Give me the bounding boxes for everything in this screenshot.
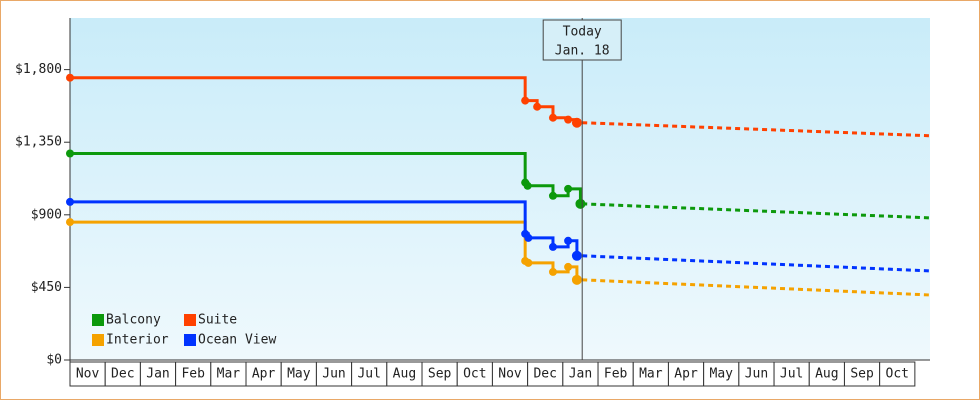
x-tick-cell bbox=[315, 361, 353, 387]
x-tick-label: May bbox=[710, 367, 734, 382]
legend-label: Ocean View bbox=[198, 333, 276, 348]
x-tick-cell bbox=[703, 361, 740, 387]
legend-label: Balcony bbox=[106, 313, 161, 328]
x-tick-label: Sep bbox=[428, 367, 452, 382]
x-tick-label: Jun bbox=[745, 367, 768, 382]
x-tick-cell bbox=[104, 361, 141, 387]
x-tick-cell bbox=[667, 361, 705, 387]
x-tick-label: Dec bbox=[533, 367, 556, 382]
x-tick-label: Jun bbox=[322, 367, 345, 382]
x-tick-label: Nov bbox=[498, 367, 522, 382]
legend-swatch bbox=[92, 314, 104, 326]
x-tick-label: Jan bbox=[146, 367, 169, 382]
legend-label: Suite bbox=[198, 313, 237, 328]
point bbox=[564, 115, 573, 124]
forecast-line bbox=[582, 202, 931, 220]
x-tick-label: May bbox=[287, 367, 311, 382]
x-tick-label: Feb bbox=[181, 367, 205, 382]
point bbox=[548, 191, 557, 200]
point bbox=[564, 262, 573, 271]
x-tick-label: Apr bbox=[674, 367, 698, 382]
y-tick-label: $1,350 bbox=[15, 135, 62, 150]
legend-swatch bbox=[92, 334, 104, 346]
point bbox=[564, 236, 573, 245]
x-tick-label: Dec bbox=[111, 367, 134, 382]
point bbox=[571, 117, 582, 128]
point bbox=[66, 197, 74, 206]
y-tick-label: $1,800 bbox=[15, 62, 62, 77]
x-tick-label: Jan bbox=[569, 367, 592, 382]
x-tick-label: Feb bbox=[604, 367, 628, 382]
point bbox=[521, 96, 530, 105]
today-box bbox=[542, 19, 622, 61]
x-tick-cell bbox=[879, 361, 916, 387]
legend-label: Interior bbox=[106, 333, 169, 348]
x-tick-cell bbox=[562, 361, 599, 387]
x-tick-cell bbox=[175, 361, 212, 387]
x-tick-label: Sep bbox=[850, 367, 874, 382]
legend-swatch bbox=[184, 314, 196, 326]
x-tick-label: Mar bbox=[639, 367, 663, 382]
point bbox=[533, 102, 542, 111]
today-label: Today bbox=[563, 25, 602, 40]
x-tick-label: Aug bbox=[815, 367, 838, 382]
today-label: Jan. 18 bbox=[555, 44, 610, 59]
x-tick-cell bbox=[245, 361, 282, 387]
x-tick-label: Mar bbox=[217, 367, 241, 382]
point bbox=[575, 198, 586, 209]
point bbox=[524, 258, 533, 267]
y-tick-label: $450 bbox=[31, 280, 62, 295]
x-tick-cell bbox=[632, 361, 669, 387]
x-tick-cell bbox=[456, 361, 493, 387]
x-tick-label: Apr bbox=[252, 367, 276, 382]
point bbox=[564, 184, 573, 193]
x-tick-cell bbox=[843, 361, 881, 387]
x-tick-cell bbox=[738, 361, 775, 387]
x-tick-label: Aug bbox=[393, 367, 416, 382]
x-tick-label: Oct bbox=[463, 367, 486, 382]
x-tick-label: Jul bbox=[780, 367, 803, 382]
legend-swatch bbox=[184, 334, 196, 346]
x-tick-cell bbox=[527, 361, 564, 387]
point bbox=[524, 233, 533, 242]
point bbox=[548, 242, 557, 251]
y-tick-label: $900 bbox=[31, 207, 62, 222]
point bbox=[523, 181, 532, 190]
x-tick-label: Jul bbox=[357, 367, 380, 382]
x-tick-cell bbox=[808, 361, 845, 387]
x-tick-cell bbox=[386, 361, 423, 387]
y-tick-label: $0 bbox=[46, 353, 62, 368]
point bbox=[548, 267, 557, 276]
x-tick-cell bbox=[773, 361, 810, 387]
point bbox=[66, 73, 74, 82]
history-line bbox=[70, 152, 582, 204]
point bbox=[66, 149, 74, 158]
point bbox=[571, 250, 582, 261]
point bbox=[66, 218, 74, 227]
forecast-line bbox=[582, 121, 931, 138]
plot-area bbox=[70, 18, 930, 360]
forecast-line bbox=[582, 254, 931, 273]
forecast-line bbox=[582, 278, 931, 297]
point bbox=[571, 274, 582, 285]
point bbox=[548, 113, 557, 122]
x-tick-label: Oct bbox=[886, 367, 909, 382]
x-tick-label: Nov bbox=[76, 367, 100, 382]
